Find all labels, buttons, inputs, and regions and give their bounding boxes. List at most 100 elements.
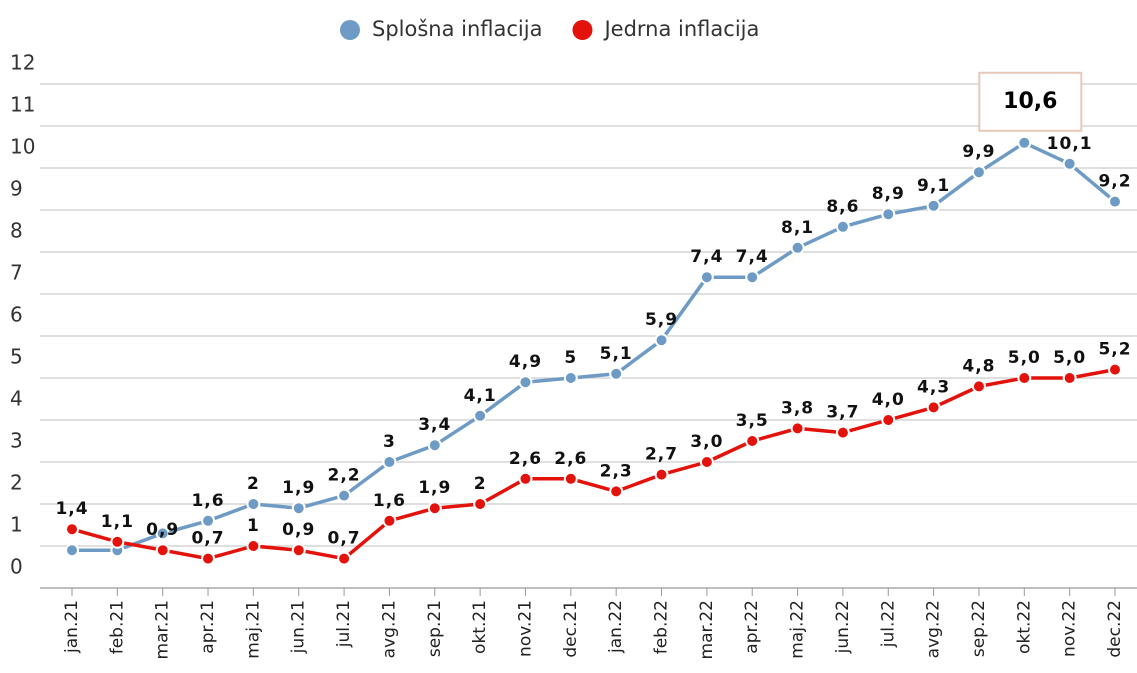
data-point	[563, 371, 578, 385]
data-point	[699, 270, 714, 285]
data-point	[427, 501, 442, 516]
data-point	[291, 543, 306, 558]
x-tick-label: jan.21	[62, 600, 82, 654]
data-label: 1,9	[418, 478, 451, 498]
data-point	[609, 366, 624, 381]
data-point	[835, 425, 850, 440]
data-label: 2	[247, 474, 260, 494]
data-label: 4,1	[464, 386, 497, 406]
data-label: 4,9	[509, 352, 542, 372]
x-tick-label: jun.21	[289, 600, 309, 654]
x-tick-label: feb.22	[652, 600, 672, 654]
data-point	[473, 408, 488, 423]
data-point	[337, 488, 352, 503]
highlight-box	[978, 71, 1083, 132]
data-point	[337, 551, 352, 566]
y-tick-label: 1	[10, 513, 23, 537]
data-label: 10,6	[1003, 89, 1057, 114]
data-label: 1	[247, 516, 260, 536]
data-point	[291, 501, 306, 516]
x-tick-label: jul.22	[878, 600, 898, 648]
data-label: 4,3	[917, 377, 950, 397]
x-tick-label: dec.21	[561, 600, 581, 658]
data-point	[654, 467, 669, 482]
x-tick-label: jul.21	[334, 600, 354, 648]
data-label: 4,0	[872, 390, 905, 410]
y-tick-label: 0	[10, 555, 23, 579]
x-tick-label: maj.21	[243, 600, 263, 659]
data-point	[473, 497, 488, 511]
data-label: 9,9	[962, 142, 995, 162]
data-label: 9,2	[1098, 172, 1131, 192]
data-label: 4,8	[962, 356, 995, 376]
data-point	[1017, 135, 1032, 150]
y-tick-label: 8	[10, 219, 23, 243]
data-label: 5	[564, 348, 577, 368]
data-point	[563, 471, 578, 486]
data-label: 7,4	[736, 247, 769, 267]
data-point	[1108, 362, 1122, 377]
data-label: 0,7	[191, 529, 224, 549]
data-point	[609, 484, 624, 499]
data-label: 2,6	[554, 449, 587, 469]
data-label: 2,2	[328, 466, 361, 486]
data-label: 8,9	[872, 184, 905, 204]
data-label: 10,1	[1047, 134, 1093, 154]
x-tick-label: okt.22	[1014, 600, 1034, 654]
data-point	[835, 219, 850, 234]
data-label: 2	[474, 474, 487, 494]
data-label: 0,9	[146, 520, 179, 540]
data-point	[1017, 371, 1032, 385]
data-label: 3,4	[418, 415, 451, 435]
data-point	[1108, 194, 1122, 209]
data-label: 1,9	[282, 478, 315, 498]
x-tick-label: avg.22	[924, 600, 944, 658]
data-point	[745, 270, 760, 285]
data-label: 7,4	[690, 247, 723, 267]
y-tick-label: 6	[10, 303, 23, 327]
series-line	[71, 367, 1116, 561]
data-label: 2,7	[645, 445, 678, 465]
data-point	[881, 207, 896, 222]
data-label: 2,3	[600, 461, 633, 481]
data-point	[926, 198, 941, 213]
legend-label: Splošna inflacija	[372, 17, 542, 41]
data-label: 1,6	[373, 491, 406, 511]
data-label: 8,6	[826, 197, 859, 217]
data-label: 5,2	[1098, 340, 1131, 360]
data-point	[382, 455, 397, 469]
y-tick-label: 9	[10, 177, 23, 201]
data-point	[790, 421, 805, 436]
data-label: 0,7	[328, 529, 361, 549]
x-tick-label: dec.22	[1105, 600, 1125, 658]
data-point	[518, 375, 533, 390]
data-label: 3,0	[690, 432, 723, 452]
data-label: 9,1	[917, 176, 950, 196]
data-point	[110, 534, 125, 549]
data-point	[201, 513, 216, 528]
x-tick-label: nov.21	[515, 600, 535, 657]
data-point	[1062, 156, 1077, 171]
y-tick-label: 10	[10, 135, 35, 159]
data-point	[971, 165, 986, 180]
y-tick-label: 4	[10, 387, 23, 411]
x-tick-label: apr.21	[198, 600, 218, 654]
data-point	[201, 551, 216, 566]
x-tick-label: mar.21	[153, 600, 173, 659]
x-tick-label: feb.21	[107, 600, 127, 654]
data-point	[155, 526, 170, 541]
x-tick-label: jan.22	[606, 600, 626, 654]
data-label: 5,9	[645, 310, 678, 330]
data-point	[926, 400, 941, 415]
data-point	[246, 539, 261, 553]
y-tick-label: 7	[10, 261, 23, 285]
data-point	[654, 333, 669, 348]
data-label: 3,5	[736, 411, 769, 431]
x-tick-label: sep.22	[969, 600, 989, 657]
data-point	[971, 379, 986, 394]
x-tick-label: apr.22	[742, 600, 762, 654]
data-label: 2,6	[509, 449, 542, 469]
x-tick-label: sep.21	[425, 600, 445, 657]
data-label: 5,0	[1008, 348, 1041, 368]
